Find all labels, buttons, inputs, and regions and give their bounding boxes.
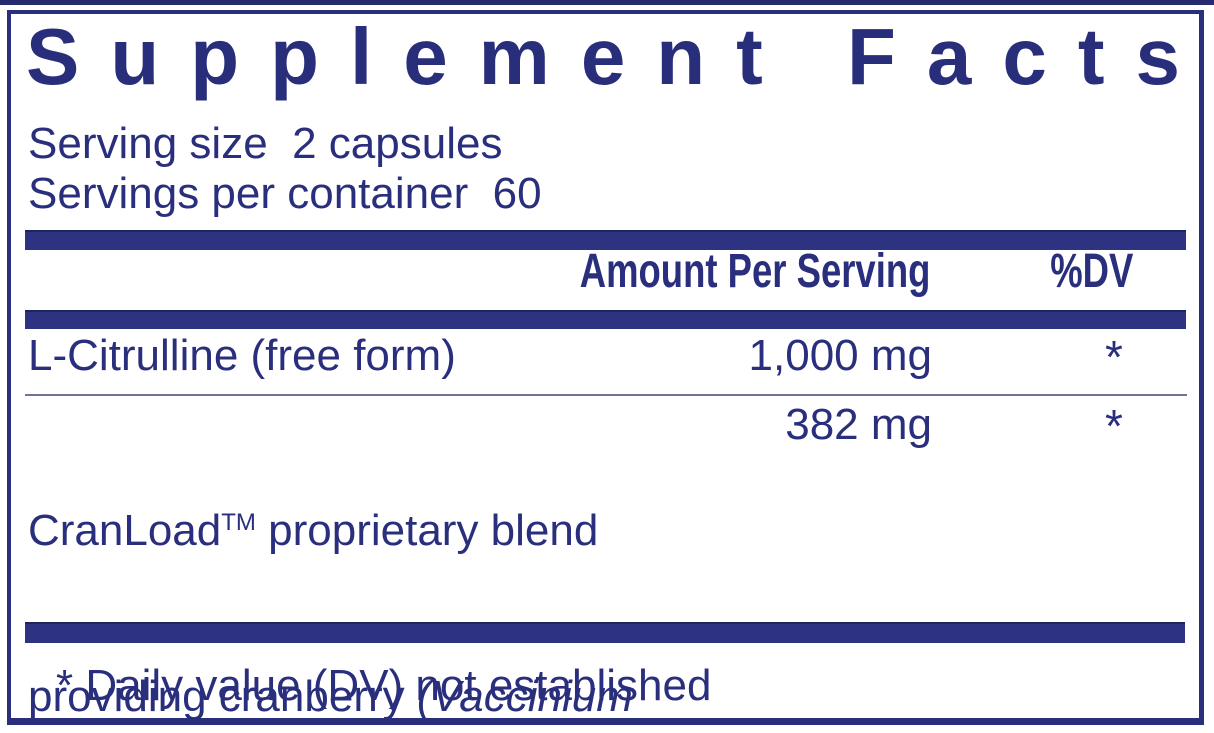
column-header-percent-dv: %DV [1049, 245, 1133, 298]
row-divider-rule [25, 394, 1187, 396]
column-header-amount-per-serving: Amount Per Serving [579, 245, 930, 298]
ingredient-name: L-Citrulline (free form) [28, 331, 456, 380]
label-top-edge [0, 0, 1214, 5]
servings-per-container-line: Servings per container 60 [28, 169, 542, 218]
brand-name: CranLoad [28, 506, 222, 555]
ingredient-dv-asterisk: * [1105, 331, 1123, 383]
ingredient-amount: 1,000 mg [748, 331, 932, 380]
trademark-superscript: TM [221, 509, 256, 536]
ingredient-name-multiline: CranLoadTM proprietary blend providing c… [28, 398, 1008, 733]
serving-size-line: Serving size 2 capsules [28, 119, 503, 168]
divider-bar-bottom [25, 622, 1185, 643]
blend-line-2: providing cranberry (Vaccinium [28, 670, 1008, 723]
ingredient-dv-asterisk: * [1105, 400, 1123, 452]
latin-name-vaccinium: (Vaccinium [416, 672, 633, 721]
blend-line-2-text: providing cranberry [28, 672, 417, 721]
label-title: Supplement Facts [26, 12, 1212, 101]
divider-bar-header [25, 310, 1186, 329]
label-border-frame [7, 10, 1204, 725]
dv-footnote: * Daily value (DV) not established [56, 661, 712, 710]
ingredient-amount: 382 mg [785, 400, 932, 449]
blend-line-1-text: proprietary blend [255, 506, 599, 555]
blend-line-1: CranLoadTM proprietary blend [28, 504, 1008, 564]
divider-bar-top [25, 230, 1186, 250]
